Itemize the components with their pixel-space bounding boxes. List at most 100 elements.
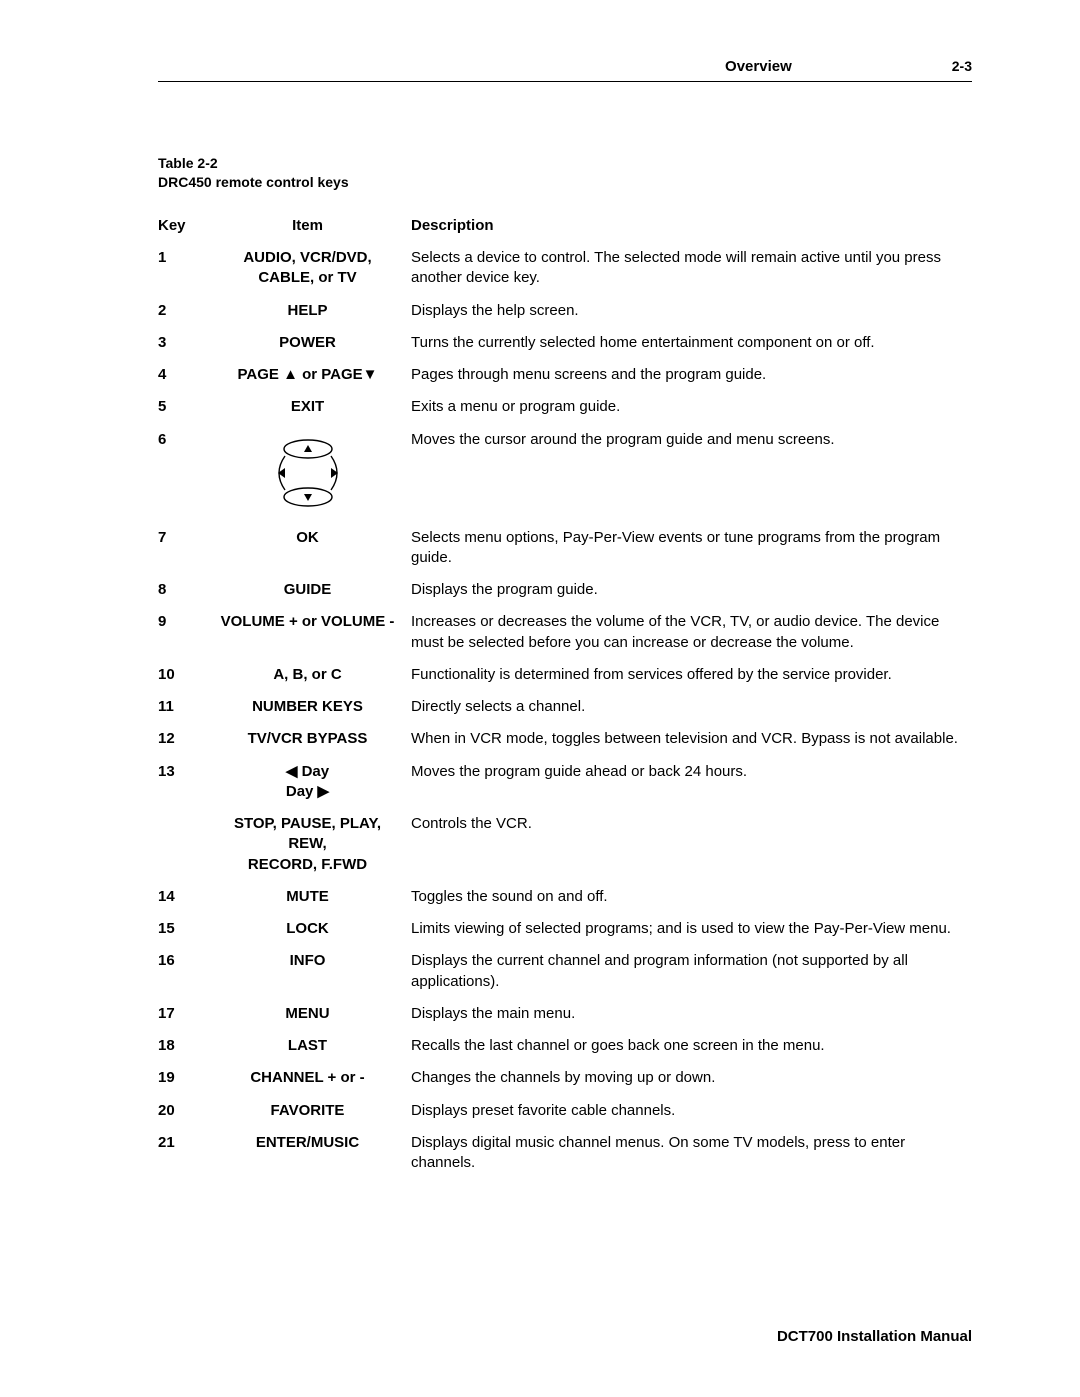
cell-desc: Moves the cursor around the program guid… [411,430,972,450]
cell-key: 20 [158,1101,216,1121]
cell-item: LAST [216,1036,411,1056]
page: Overview 2-3 Table 2-2 DRC450 remote con… [0,0,1080,1397]
cell-desc: Selects a device to control. The selecte… [411,248,972,289]
cell-item: EXIT [216,397,411,417]
cell-key: 18 [158,1036,216,1056]
table-row: 16INFODisplays the current channel and p… [158,945,972,998]
cell-desc: Toggles the sound on and off. [411,887,972,907]
cell-desc: Limits viewing of selected programs; and… [411,919,972,939]
cell-item: CHANNEL + or - [216,1068,411,1088]
cell-key: 21 [158,1133,216,1153]
table-row: 1AUDIO, VCR/DVD, CABLE, or TVSelects a d… [158,242,972,295]
cell-item: FAVORITE [216,1101,411,1121]
cell-item: PAGE ▲ or PAGE▼ [216,365,411,385]
table-header-row: Key Item Description [158,210,972,242]
table-row: STOP, PAUSE, PLAY, REW,RECORD, F.FWDCont… [158,808,972,881]
cell-key: 14 [158,887,216,907]
cell-key: 7 [158,528,216,548]
table-row: 12TV/VCR BYPASS When in VCR mode, toggle… [158,723,972,755]
cell-desc: Moves the program guide ahead or back 24… [411,762,972,782]
cell-desc: Pages through menu screens and the progr… [411,365,972,385]
cell-key: 15 [158,919,216,939]
cell-key: 1 [158,248,216,268]
table-caption: Table 2-2 DRC450 remote control keys [158,154,972,192]
cell-key: 9 [158,612,216,632]
table-row: 8GUIDEDisplays the program guide. [158,574,972,606]
table-row: 17MENUDisplays the main menu. [158,998,972,1030]
table-head-item: Item [216,216,411,236]
table-row: 10A, B, or CFunctionality is determined … [158,659,972,691]
cell-desc: When in VCR mode, toggles between televi… [411,729,972,749]
table-row: 3POWERTurns the currently selected home … [158,327,972,359]
cell-desc: Changes the channels by moving up or dow… [411,1068,972,1088]
cell-item: HELP [216,301,411,321]
cell-desc: Displays the current channel and program… [411,951,972,992]
table-row: 7OKSelects menu options, Pay-Per-View ev… [158,522,972,575]
cell-key: 2 [158,301,216,321]
cell-key: 3 [158,333,216,353]
cell-item: A, B, or C [216,665,411,685]
table-caption-line1: Table 2-2 [158,154,972,173]
cell-desc: Selects menu options, Pay-Per-View event… [411,528,972,569]
table-row: 11NUMBER KEYSDirectly selects a channel. [158,691,972,723]
footer-text: DCT700 Installation Manual [777,1328,972,1345]
cell-item: STOP, PAUSE, PLAY, REW,RECORD, F.FWD [216,814,411,875]
cell-desc: Recalls the last channel or goes back on… [411,1036,972,1056]
cell-item: TV/VCR BYPASS [216,729,411,749]
cell-key: 17 [158,1004,216,1024]
cell-item: AUDIO, VCR/DVD, CABLE, or TV [216,248,411,289]
table-caption-line2: DRC450 remote control keys [158,173,972,192]
cell-desc: Functionality is determined from service… [411,665,972,685]
cell-item: VOLUME + or VOLUME - [216,612,411,632]
cell-desc: Displays digital music channel menus. On… [411,1133,972,1174]
cell-item: MUTE [216,887,411,907]
header-section: Overview [725,58,792,75]
cell-key: 19 [158,1068,216,1088]
cell-desc: Exits a menu or program guide. [411,397,972,417]
cell-desc: Directly selects a channel. [411,697,972,717]
cell-item: LOCK [216,919,411,939]
cell-desc: Controls the VCR. [411,814,972,834]
cell-desc: Displays the program guide. [411,580,972,600]
cell-desc: Displays the help screen. [411,301,972,321]
cell-key: 12 [158,729,216,749]
dpad-icon [216,430,399,516]
table-head-key: Key [158,216,216,236]
table-row: 6 Moves the cursor around the program gui… [158,424,972,522]
table-head-desc: Description [411,216,972,236]
table-body: 1AUDIO, VCR/DVD, CABLE, or TVSelects a d… [158,242,972,1179]
cell-item: GUIDE [216,580,411,600]
table-row: 13◀ DayDay ▶Moves the program guide ahea… [158,756,972,809]
cell-key: 16 [158,951,216,971]
cell-item: ◀ DayDay ▶ [216,762,411,803]
cell-key: 10 [158,665,216,685]
header-pagenum: 2-3 [952,58,972,74]
cell-item: NUMBER KEYS [216,697,411,717]
cell-item: OK [216,528,411,548]
cell-desc: Increases or decreases the volume of the… [411,612,972,653]
table-row: 2HELPDisplays the help screen. [158,295,972,327]
table-row: 4PAGE ▲ or PAGE▼Pages through menu scree… [158,359,972,391]
table-row: 19CHANNEL + or -Changes the channels by … [158,1062,972,1094]
cell-key: 8 [158,580,216,600]
cell-key: 6 [158,430,216,450]
cell-desc: Displays the main menu. [411,1004,972,1024]
cell-item: ENTER/MUSIC [216,1133,411,1153]
page-header: Overview 2-3 [158,58,972,82]
table-row: 15LOCKLimits viewing of selected program… [158,913,972,945]
table-row: 14MUTEToggles the sound on and off. [158,881,972,913]
table-row: 5EXITExits a menu or program guide. [158,391,972,423]
cell-item: POWER [216,333,411,353]
table-row: 21ENTER/MUSICDisplays digital music chan… [158,1127,972,1180]
cell-key: 4 [158,365,216,385]
cell-desc: Turns the currently selected home entert… [411,333,972,353]
cell-item [216,430,411,516]
cell-key: 5 [158,397,216,417]
cell-key: 13 [158,762,216,782]
cell-desc: Displays preset favorite cable channels. [411,1101,972,1121]
table-row: 18LASTRecalls the last channel or goes b… [158,1030,972,1062]
cell-key: 11 [158,697,216,717]
cell-item: INFO [216,951,411,971]
table-row: 9VOLUME + or VOLUME -Increases or decrea… [158,606,972,659]
table-row: 20FAVORITEDisplays preset favorite cable… [158,1095,972,1127]
